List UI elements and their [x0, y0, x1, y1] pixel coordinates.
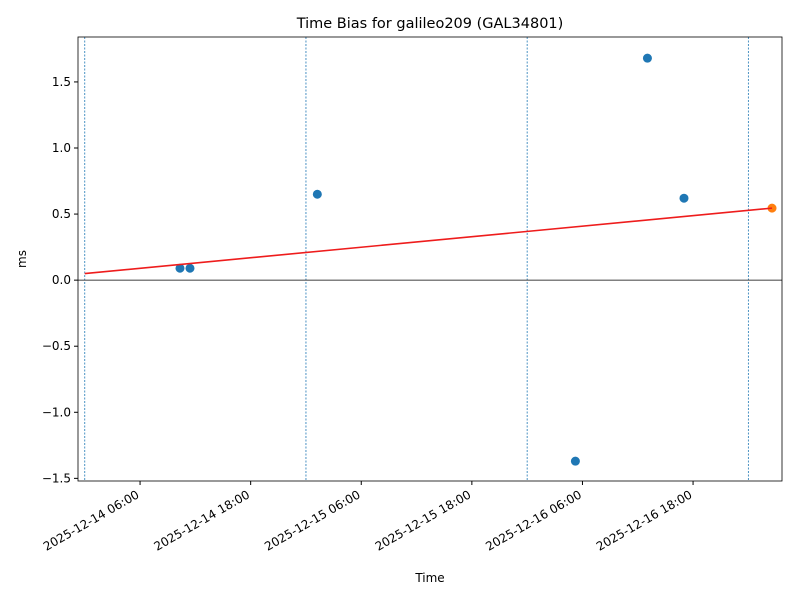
y-tick-label: −1.0 — [42, 405, 71, 419]
x-tick-label: 2025-12-15 06:00 — [262, 487, 363, 553]
y-axis-label: ms — [15, 250, 29, 268]
plot-frame — [77, 36, 783, 482]
x-tick-label: 2025-12-16 06:00 — [483, 487, 584, 553]
y-tick-label: 0.0 — [52, 273, 71, 287]
x-tick-label: 2025-12-15 18:00 — [373, 487, 474, 553]
x-tick-label: 2025-12-14 06:00 — [41, 487, 142, 553]
y-tick-label: 0.5 — [52, 207, 71, 221]
x-axis-label: Time — [414, 571, 444, 585]
point — [642, 53, 652, 63]
y-tick-label: 1.5 — [52, 75, 71, 89]
y-tick-label: −0.5 — [42, 339, 71, 353]
x-tick-label: 2025-12-14 18:00 — [152, 487, 253, 553]
y-tick-label: 1.0 — [52, 141, 71, 155]
point — [175, 263, 185, 273]
point — [312, 189, 322, 199]
x-tick-label: 2025-12-16 18:00 — [594, 487, 695, 553]
chart-title: Time Bias for galileo209 (GAL34801) — [296, 16, 564, 32]
point — [679, 193, 689, 203]
point — [570, 456, 580, 466]
trend-line — [84, 207, 773, 275]
y-tick-label: −1.5 — [42, 471, 71, 485]
point — [185, 263, 195, 273]
